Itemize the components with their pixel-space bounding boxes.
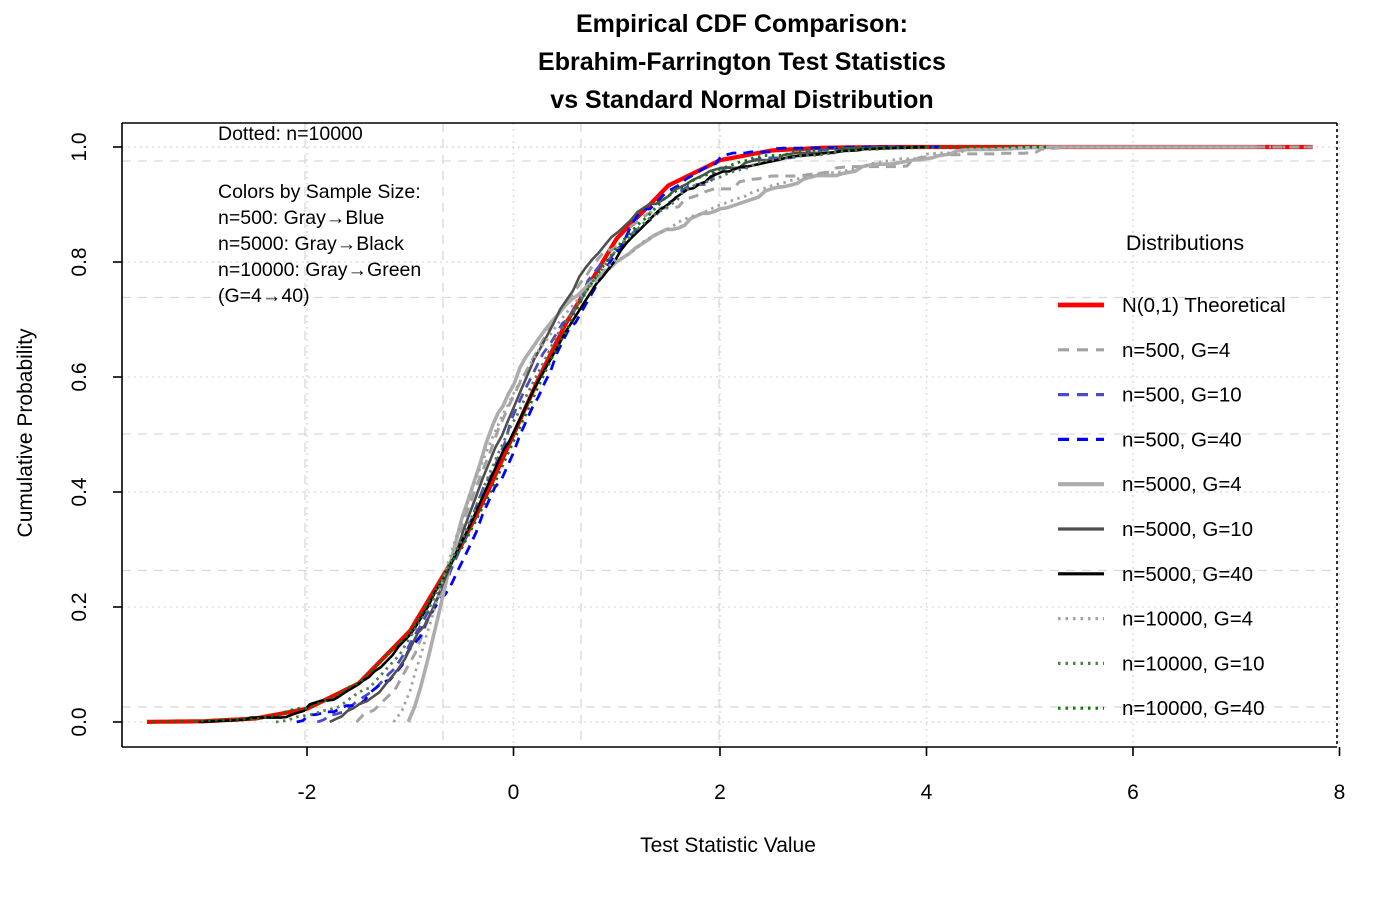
gridlines [122,123,1341,747]
x-tick-label: 6 [1127,781,1139,804]
plot-title-line-3: vs Standard Normal Distribution [550,86,933,114]
legend-header: Distributions [1126,231,1244,255]
y-tick-label: 0.4 [68,477,91,507]
legend-label: N(0,1) Theoretical [1122,294,1286,317]
legend-label: n=5000, G=10 [1122,518,1253,541]
plot-title-line-1: Empirical CDF Comparison: [576,10,908,38]
legend-item: n=10000, G=10 [1058,652,1265,675]
annotation-color-key-header: Colors by Sample Size: [218,181,421,203]
legend-item: n=500, G=4 [1058,339,1230,362]
x-tick-label: 8 [1334,781,1346,804]
cdf-curve-n-10000-g-10 [275,145,968,724]
plot-title-line-2: Ebrahim-Farrington Test Statistics [538,48,946,76]
legend-label: n=500, G=10 [1122,384,1242,407]
legend-item: n=10000, G=4 [1058,608,1253,631]
legend-label: n=10000, G=10 [1122,652,1265,675]
y-tick-label: 0.0 [68,707,91,736]
legend-items: N(0,1) Theoretical n=500, G=4 n=500, G=10 n… [1058,294,1286,720]
annotation-dotted-note: Dotted: n=10000 [218,123,363,145]
x-axis-title: Test Statistic Value [640,834,816,857]
annotation-color-key-n5000: n=5000: Gray→Black [218,233,404,255]
legend-item: n=5000, G=4 [1058,473,1242,496]
legend-item: n=500, G=40 [1058,428,1242,451]
y-tick-label: 0.2 [68,592,91,621]
x-tick-label: -2 [298,781,317,804]
annotation-color-key-n10000: n=10000: Gray→Green [218,259,421,281]
legend-label: n=5000, G=40 [1122,563,1253,586]
cdf-curve-n-5000-g-10 [329,145,886,724]
cdf-curve-n-10000-g-40 [152,145,1051,724]
legend-label: n=5000, G=4 [1122,473,1242,496]
annotation-color-key-n500: n=500: Gray→Blue [218,207,384,229]
legend-item: n=5000, G=40 [1058,563,1253,586]
x-tick-label: 4 [921,781,933,804]
x-tick-label: 0 [508,781,520,804]
x-tick-label: 2 [714,781,726,804]
cdf-curves [146,144,1313,724]
legend-label: n=10000, G=40 [1122,697,1265,720]
legend-item: n=10000, G=40 [1058,697,1265,720]
y-axis-title: Cumulative Probability [14,328,37,537]
annotation-color-key-grange: (G=4→40) [218,285,310,307]
y-tick-label: 0.6 [68,362,91,391]
y-tick-label: 1.0 [68,132,91,161]
plot-box [121,122,1338,748]
legend-label: n=500, G=4 [1122,339,1230,362]
legend-item: n=500, G=10 [1058,384,1242,407]
legend-label: n=500, G=40 [1122,428,1242,451]
legend-item: n=5000, G=10 [1058,518,1253,541]
y-tick-label: 0.8 [68,247,91,276]
cdf-curve-n-500-g-40 [296,145,948,724]
legend-item: N(0,1) Theoretical [1058,294,1286,317]
axis-ticks: -2 0 2 4 6 8 0.0 0.2 0.4 0.6 0.8 1.0 [68,132,1345,804]
legend-label: n=10000, G=4 [1122,608,1253,631]
